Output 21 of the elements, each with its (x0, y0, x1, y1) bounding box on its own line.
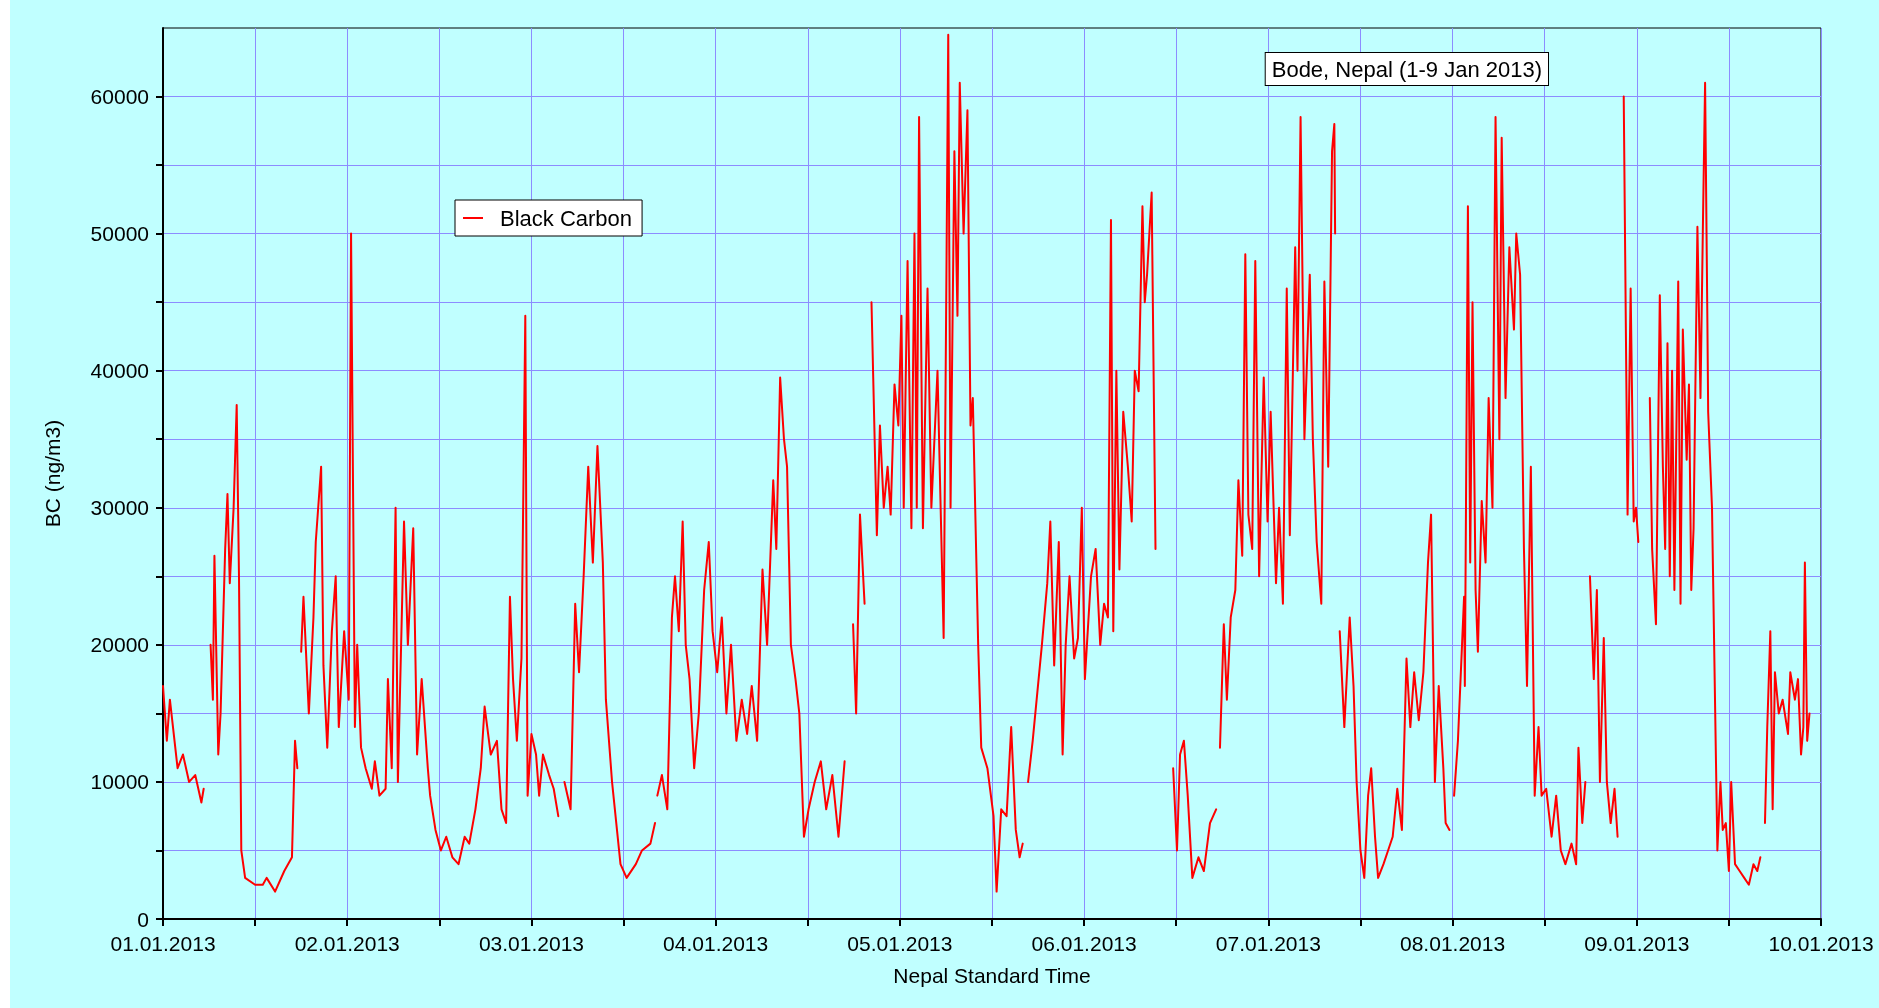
x-tick-label: 08.01.2013 (1400, 932, 1506, 955)
y-tick-label: 0 (137, 907, 149, 931)
x-tick-label: 02.01.2013 (294, 932, 400, 955)
x-tick-label: 06.01.2013 (1031, 932, 1137, 955)
y-tick-label: 20000 (90, 633, 149, 657)
y-tick-label: 30000 (90, 496, 149, 520)
legend-label: Black Carbon (500, 205, 633, 231)
annotation: Bode, Nepal (1-9 Jan 2013) (1271, 56, 1543, 82)
x-tick-label: 05.01.2013 (847, 932, 953, 955)
y-tick-label: 50000 (90, 222, 149, 246)
y-axis-title: BC (ng/m3) (41, 419, 64, 528)
y-tick-label: 40000 (90, 359, 149, 383)
x-tick-label: 01.01.2013 (110, 932, 216, 955)
x-tick-label: 03.01.2013 (478, 932, 584, 955)
y-tick-label: 10000 (90, 770, 149, 794)
x-tick-label: 04.01.2013 (663, 932, 769, 955)
x-tick-label: 07.01.2013 (1215, 932, 1321, 955)
x-tick-label: 09.01.2013 (1584, 932, 1690, 955)
x-tick-label: 10.01.2013 (1768, 932, 1874, 955)
x-axis-title: Nepal Standard Time (893, 964, 1091, 987)
y-tick-label: 60000 (90, 85, 149, 109)
